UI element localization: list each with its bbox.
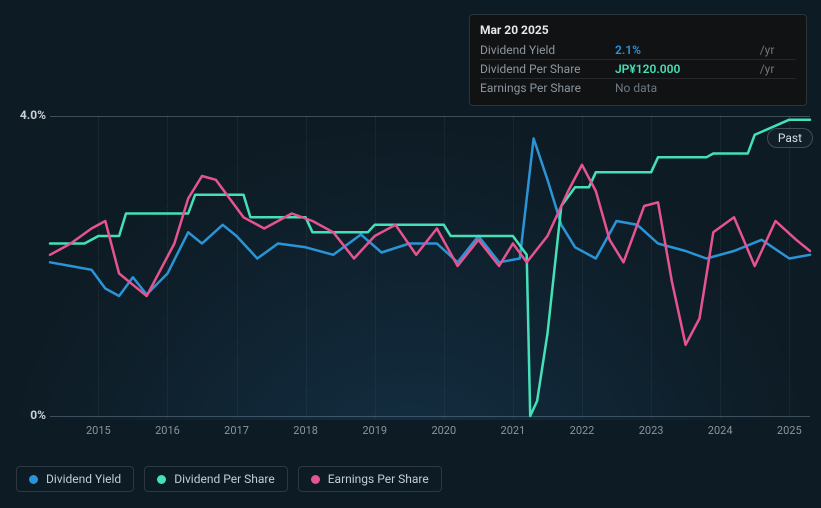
tooltip-table: Dividend Yield2.1%/yrDividend Per ShareJ… [480,41,796,97]
series-line [50,139,810,297]
tooltip-label: Earnings Per Share [480,79,615,98]
legend-label: Earnings Per Share [328,472,429,486]
chart-tooltip: Mar 20 2025 Dividend Yield2.1%/yrDividen… [469,14,807,106]
tooltip-label: Dividend Per Share [480,60,615,79]
tooltip-unit [756,79,796,98]
legend-item[interactable]: Earnings Per Share [298,466,442,492]
series-line [50,120,810,416]
legend-label: Dividend Yield [46,472,121,486]
legend-item[interactable]: Dividend Per Share [144,466,288,492]
tooltip-date: Mar 20 2025 [480,21,796,41]
tooltip-label: Dividend Yield [480,41,615,60]
tooltip-row: Earnings Per ShareNo data [480,79,796,98]
tooltip-row: Dividend Yield2.1%/yr [480,41,796,60]
tooltip-row: Dividend Per ShareJP¥120.000/yr [480,60,796,79]
legend-dot [157,475,166,484]
past-badge: Past [767,128,813,148]
chart-legend: Dividend Yield Dividend Per Share Earnings… [16,466,442,492]
tooltip-unit: /yr [756,60,796,79]
legend-label: Dividend Per Share [174,472,275,486]
tooltip-value: JP¥120.000 [615,60,756,79]
tooltip-unit: /yr [756,41,796,60]
dividend-chart: 4.0% 0% 20152016201720182019202020212022… [0,0,821,508]
tooltip-value: No data [615,79,756,98]
legend-item[interactable]: Dividend Yield [16,466,134,492]
tooltip-value: 2.1% [615,41,756,60]
legend-dot [311,475,320,484]
legend-dot [29,475,38,484]
